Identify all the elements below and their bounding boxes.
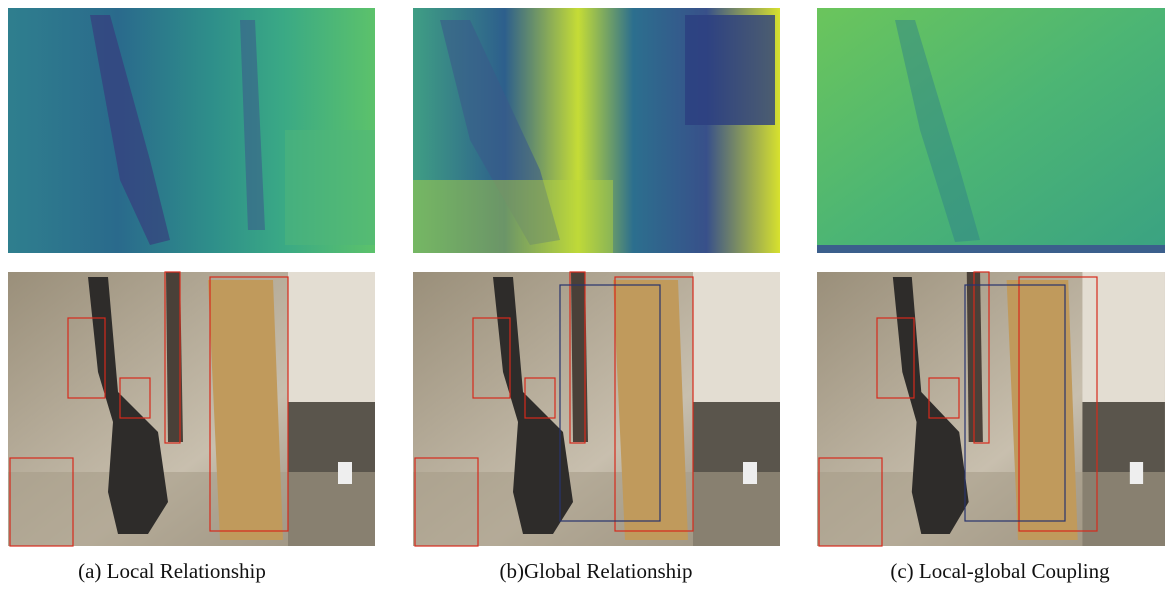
figure: (a) Local Relationship (b)Global Relatio…	[0, 0, 1175, 594]
heatmap-local	[8, 8, 375, 253]
photo-local	[8, 272, 375, 546]
caption: (b)Global Relationship	[499, 559, 692, 583]
photo-global	[413, 272, 780, 546]
photo-coupling	[817, 272, 1165, 546]
caption: (a) Local Relationship	[78, 559, 266, 583]
heatmap-global	[413, 8, 780, 253]
heatmap-coupling	[817, 8, 1165, 253]
caption: (c) Local-global Coupling	[890, 559, 1110, 583]
